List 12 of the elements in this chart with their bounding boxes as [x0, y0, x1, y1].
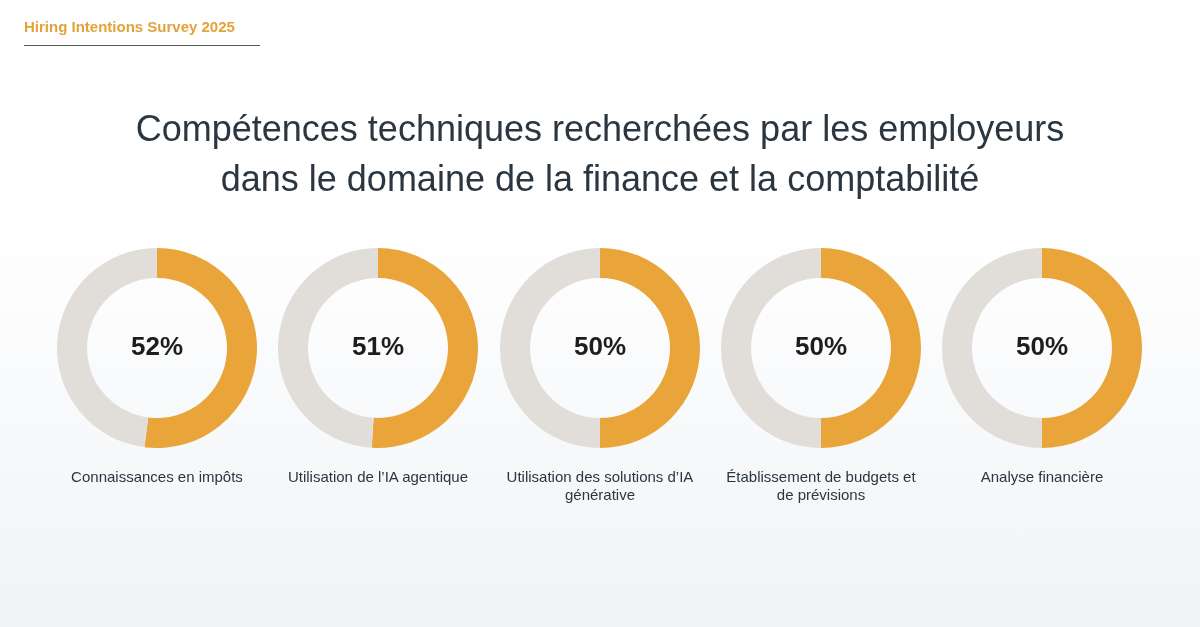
text: Hiring Intentions Survey 2025	[24, 18, 260, 46]
slice-label: Connaissances en impôts	[70, 468, 244, 486]
data-label: 51%	[351, 331, 405, 362]
slice-label: Utilisation des solutions d’IA générative	[505, 468, 695, 504]
data-label: 50%	[1015, 331, 1069, 362]
text: Compétences techniques recherchées par les employeurs dans le domaine de la finance et la comptabilité	[134, 107, 1066, 201]
data-label: 50%	[794, 331, 848, 362]
data-label: 52%	[130, 331, 184, 362]
slice-label: Établissement de budgets et de prévisions	[725, 468, 917, 504]
data-label: 50%	[573, 331, 627, 362]
slice-label: Analyse financière	[979, 468, 1105, 486]
slice-label: Utilisation de l’IA agentique	[286, 468, 470, 486]
